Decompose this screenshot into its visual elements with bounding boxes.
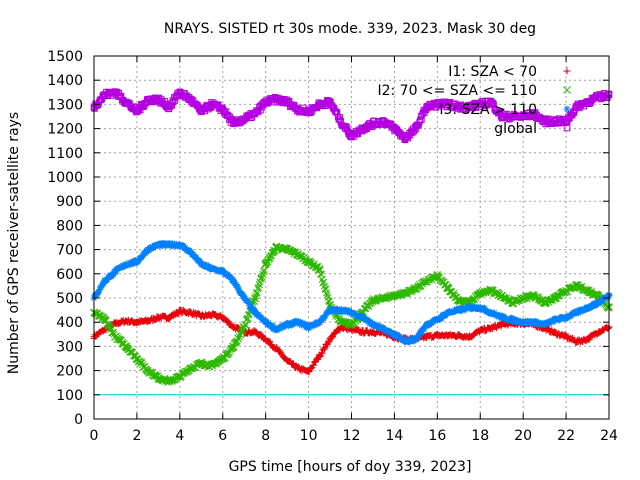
data-point xyxy=(278,350,285,358)
y-tick-label: 200 xyxy=(56,364,83,380)
data-point xyxy=(563,67,571,75)
data-point xyxy=(316,353,324,360)
y-tick-label: 1000 xyxy=(47,170,83,186)
grid xyxy=(94,56,609,419)
data-point xyxy=(310,362,317,369)
data-point xyxy=(563,86,571,94)
data-point xyxy=(551,328,558,335)
y-axis-title: Number of GPS receiver-satellite rays xyxy=(6,112,22,374)
x-tick-label: 12 xyxy=(343,428,361,444)
data-point xyxy=(328,334,336,342)
data-point xyxy=(605,324,612,332)
x-tick-label: 24 xyxy=(600,428,618,444)
x-tick-label: 4 xyxy=(175,428,184,444)
data-point xyxy=(563,105,571,113)
data-point xyxy=(562,331,569,338)
data-point xyxy=(175,310,182,318)
y-tick-label: 1100 xyxy=(47,146,83,162)
legend-label: I3: SZA > 110 xyxy=(439,102,537,118)
x-tick-label: 6 xyxy=(218,428,227,444)
x-tick-label: 2 xyxy=(132,428,141,444)
x-tick-label: 20 xyxy=(514,428,532,444)
data-point xyxy=(138,359,146,367)
x-axis-title: GPS time [hours of doy 339, 2023] xyxy=(229,459,472,475)
x-tick-label: 22 xyxy=(557,428,575,444)
y-tick-label: 400 xyxy=(56,315,83,331)
y-tick-label: 100 xyxy=(56,388,83,404)
data-point xyxy=(326,338,333,346)
data-point xyxy=(586,336,593,343)
y-tick-label: 600 xyxy=(56,267,83,283)
data-point xyxy=(321,344,329,352)
x-tick-label: 18 xyxy=(471,428,489,444)
x-tick-label: 0 xyxy=(90,428,99,444)
series-2 xyxy=(90,242,613,386)
y-tick-label: 1500 xyxy=(47,49,83,65)
data-point xyxy=(266,338,274,345)
chart-title: NRAYS. SISTED rt 30s mode. 339, 2023. Ma… xyxy=(164,21,536,37)
y-tick-label: 0 xyxy=(74,412,83,428)
data-point xyxy=(318,349,326,357)
data-point xyxy=(147,368,155,377)
y-tick-label: 1400 xyxy=(47,73,83,89)
data-point xyxy=(307,365,314,373)
data-point xyxy=(585,336,592,344)
y-tick-label: 900 xyxy=(56,194,83,210)
y-tick-label: 800 xyxy=(56,218,83,234)
x-tick-label: 16 xyxy=(428,428,446,444)
series-layer xyxy=(90,88,613,386)
legend-label: I2: 70 <= SZA <= 110 xyxy=(377,83,537,99)
y-tick-label: 500 xyxy=(56,291,83,307)
x-tick-label: 14 xyxy=(386,428,404,444)
x-tick-label: 8 xyxy=(261,428,270,444)
legend-label: global xyxy=(494,121,537,137)
y-tick-label: 300 xyxy=(56,339,83,355)
y-tick-label: 1300 xyxy=(47,97,83,113)
legend-label: I1: SZA < 70 xyxy=(448,64,537,80)
y-tick-label: 700 xyxy=(56,243,83,259)
data-point xyxy=(321,346,328,353)
data-point xyxy=(545,325,553,332)
y-tick-label: 1200 xyxy=(47,122,83,138)
x-tick-label: 10 xyxy=(300,428,318,444)
